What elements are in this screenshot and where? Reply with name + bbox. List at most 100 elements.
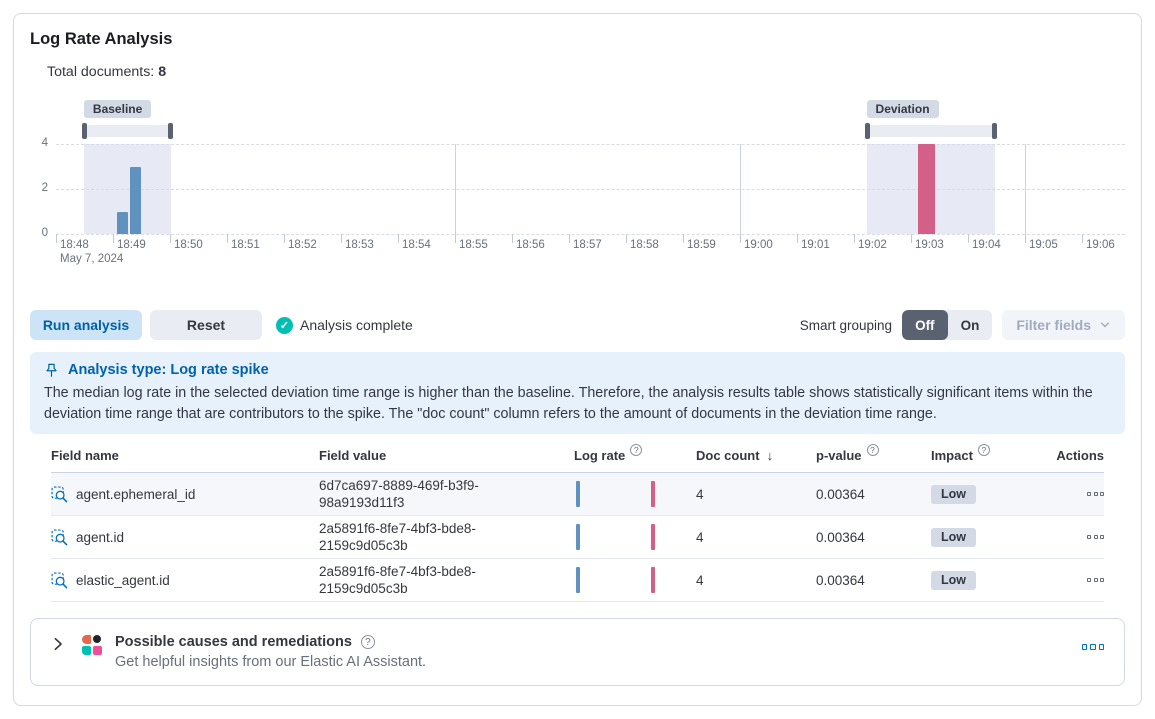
insights-title: Possible causes and remediations <box>115 634 352 650</box>
row-actions-button[interactable] <box>1087 578 1104 582</box>
x-axis-label: 18:54 <box>402 239 431 251</box>
log-rate-sparkline <box>574 479 696 509</box>
grouping-controls: Smart grouping Off On Filter fields <box>800 310 1125 340</box>
x-axis-tick <box>1082 234 1083 243</box>
row-actions-button[interactable] <box>1087 492 1104 496</box>
log-rate-chart[interactable]: 4 2 0 Baseline Deviation 18:48 18:49 18:50 18:51… <box>30 100 1125 272</box>
sort-desc-icon: ↓ <box>766 448 774 463</box>
ai-assistant-icon <box>82 635 102 655</box>
x-axis-label: 18:48 <box>60 239 89 251</box>
impact-badge: Low <box>931 484 976 504</box>
analysis-type-callout: Analysis type: Log rate spike The median… <box>30 352 1125 434</box>
x-axis-label: 18:49 <box>117 239 146 251</box>
x-axis-tick <box>740 234 741 243</box>
x-axis-tick <box>284 234 285 243</box>
baseline-bar <box>129 166 142 234</box>
deviation-brush-left-handle[interactable] <box>864 123 870 139</box>
help-icon[interactable]: ? <box>630 444 643 456</box>
x-axis-tick <box>569 234 570 243</box>
column-header-doc-count[interactable]: Doc count ↓ <box>696 448 816 463</box>
total-documents-value: 8 <box>158 64 167 80</box>
x-gridline <box>455 144 456 234</box>
baseline-brush[interactable] <box>81 123 174 139</box>
smart-grouping-off-button[interactable]: Off <box>902 310 948 340</box>
y-gridline <box>56 144 1125 145</box>
column-header-impact[interactable]: Impact ? <box>931 444 1076 463</box>
x-axis-tick <box>227 234 228 243</box>
x-axis-tick <box>683 234 684 243</box>
total-documents-label: Total documents: <box>47 64 155 80</box>
field-value: 2a5891f6-8fe7-4bf3-bde8-2159c9d05c3b <box>319 521 476 553</box>
row-actions-button[interactable] <box>1087 535 1104 539</box>
x-axis-tick <box>1025 234 1026 243</box>
filter-for-value-icon[interactable] <box>51 528 68 546</box>
x-axis-tick <box>455 234 456 243</box>
run-analysis-button[interactable]: Run analysis <box>30 310 142 340</box>
filter-fields-button[interactable]: Filter fields <box>1002 310 1125 340</box>
callout-body: The median log rate in the selected devi… <box>44 385 1093 422</box>
doc-count: 4 <box>696 572 704 588</box>
field-name: agent.id <box>76 529 125 545</box>
x-axis-label: 18:56 <box>516 239 545 251</box>
filter-for-value-icon[interactable] <box>51 485 68 503</box>
baseline-mini-bar <box>576 481 580 507</box>
x-axis-tick <box>56 234 57 243</box>
baseline-mini-bar <box>576 567 580 593</box>
column-header-doc-count-label: Doc count <box>696 448 760 463</box>
x-axis-tick <box>968 234 969 243</box>
check-circle-icon: ✓ <box>276 316 293 334</box>
help-icon[interactable]: ? <box>977 444 990 456</box>
x-axis-date-label: May 7, 2024 <box>60 253 124 265</box>
x-axis-label: 19:06 <box>1086 239 1115 251</box>
deviation-mini-bar <box>651 524 655 550</box>
analysis-status-label: Analysis complete <box>300 317 413 333</box>
p-value: 0.00364 <box>816 529 865 545</box>
doc-count: 4 <box>696 486 704 502</box>
insights-actions-button[interactable] <box>1081 644 1104 650</box>
log-rate-sparkline <box>574 522 696 552</box>
smart-grouping-label: Smart grouping <box>799 317 893 333</box>
x-axis-label: 19:04 <box>972 239 1001 251</box>
x-axis-label: 18:53 <box>345 239 374 251</box>
x-axis-tick <box>512 234 513 243</box>
callout-header: Analysis type: Log rate spike <box>44 362 1111 378</box>
column-header-field-name[interactable]: Field name <box>51 448 119 463</box>
help-icon[interactable]: ? <box>360 635 375 649</box>
insights-subtitle: Get helpful insights from our Elastic AI… <box>115 654 427 670</box>
total-documents: Total documents: 8 <box>47 64 1125 80</box>
column-header-p-value[interactable]: p-value ? <box>816 444 931 463</box>
deviation-brush[interactable] <box>864 123 998 139</box>
x-axis-tick <box>341 234 342 243</box>
filter-fields-label: Filter fields <box>1016 317 1091 333</box>
x-axis-label: 19:00 <box>744 239 773 251</box>
column-header-field-value[interactable]: Field value <box>319 448 387 463</box>
field-value: 2a5891f6-8fe7-4bf3-bde8-2159c9d05c3b <box>319 564 476 596</box>
smart-grouping-on-button[interactable]: On <box>948 310 993 340</box>
reset-button[interactable]: Reset <box>150 310 262 340</box>
table-header-row: Field name Field value Log rate ? Doc co… <box>51 444 1104 473</box>
log-rate-sparkline <box>574 565 696 595</box>
x-axis-tick <box>854 234 855 243</box>
baseline-brush-left-handle[interactable] <box>81 123 87 139</box>
baseline-brush-right-handle[interactable] <box>168 123 174 139</box>
help-icon[interactable]: ? <box>866 444 879 456</box>
table-row: agent.id 2a5891f6-8fe7-4bf3-bde8-2159c9d… <box>51 516 1104 559</box>
x-axis-label: 19:05 <box>1029 239 1058 251</box>
field-name: agent.ephemeral_id <box>76 486 196 502</box>
x-gridline <box>1025 144 1026 234</box>
x-gridline <box>740 144 741 234</box>
chevron-right-icon <box>54 637 62 651</box>
doc-count: 4 <box>696 529 704 545</box>
x-axis-label: 18:57 <box>573 239 602 251</box>
x-axis-tick <box>911 234 912 243</box>
x-axis-label: 18:50 <box>174 239 203 251</box>
x-axis-label: 18:52 <box>288 239 317 251</box>
log-rate-analysis-panel: Log Rate Analysis Total documents: 8 4 2 0… <box>13 13 1142 706</box>
deviation-brush-right-handle[interactable] <box>992 123 998 139</box>
baseline-bar <box>116 211 129 234</box>
insights-accordion[interactable]: Possible causes and remediations ? Get h… <box>30 618 1125 686</box>
impact-badge: Low <box>931 527 976 547</box>
filter-for-value-icon[interactable] <box>51 571 68 589</box>
column-header-log-rate[interactable]: Log rate ? <box>574 444 696 463</box>
x-axis-label: 18:59 <box>687 239 716 251</box>
